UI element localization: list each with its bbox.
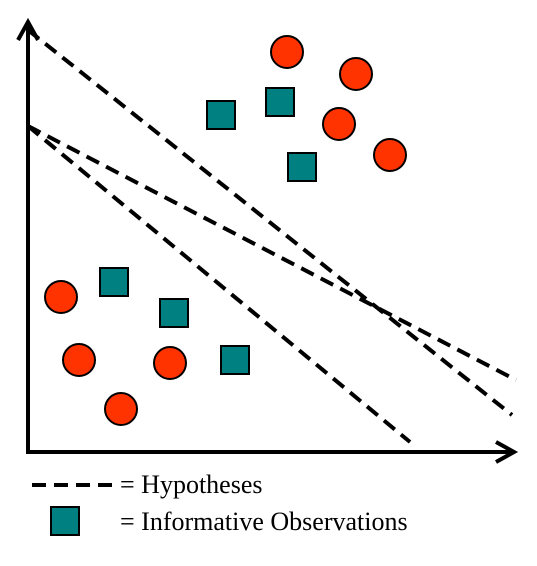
circle-observation <box>373 138 407 172</box>
square-observations <box>99 87 317 375</box>
x-axis-arrowhead <box>495 440 519 464</box>
legend-hypotheses-label: = Hypotheses <box>120 470 262 499</box>
square-observation <box>99 267 129 297</box>
circle-observations <box>44 35 407 426</box>
circle-observation <box>270 35 304 69</box>
hypothesis-line <box>26 124 412 444</box>
square-observation <box>265 87 295 117</box>
circle-observation <box>62 343 96 377</box>
circle-observation <box>153 346 187 380</box>
circle-observation <box>104 392 138 426</box>
circle-observation <box>44 280 78 314</box>
square-observation <box>220 345 250 375</box>
square-observation <box>206 100 236 130</box>
square-observation <box>159 298 189 328</box>
legend-observations-label: = Informative Observations <box>120 507 408 536</box>
legend-square-icon <box>50 506 80 536</box>
circle-observation <box>339 57 373 91</box>
axes <box>16 17 519 464</box>
square-observation <box>287 152 317 182</box>
circle-observation <box>322 107 356 141</box>
hypothesis-lines <box>26 28 517 444</box>
legend: = Hypotheses = Informative Observations <box>32 470 408 536</box>
hypothesis-line <box>27 124 517 382</box>
hypothesis-line <box>26 28 514 417</box>
